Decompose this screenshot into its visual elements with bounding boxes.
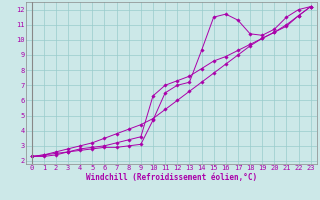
X-axis label: Windchill (Refroidissement éolien,°C): Windchill (Refroidissement éolien,°C) bbox=[86, 172, 257, 182]
